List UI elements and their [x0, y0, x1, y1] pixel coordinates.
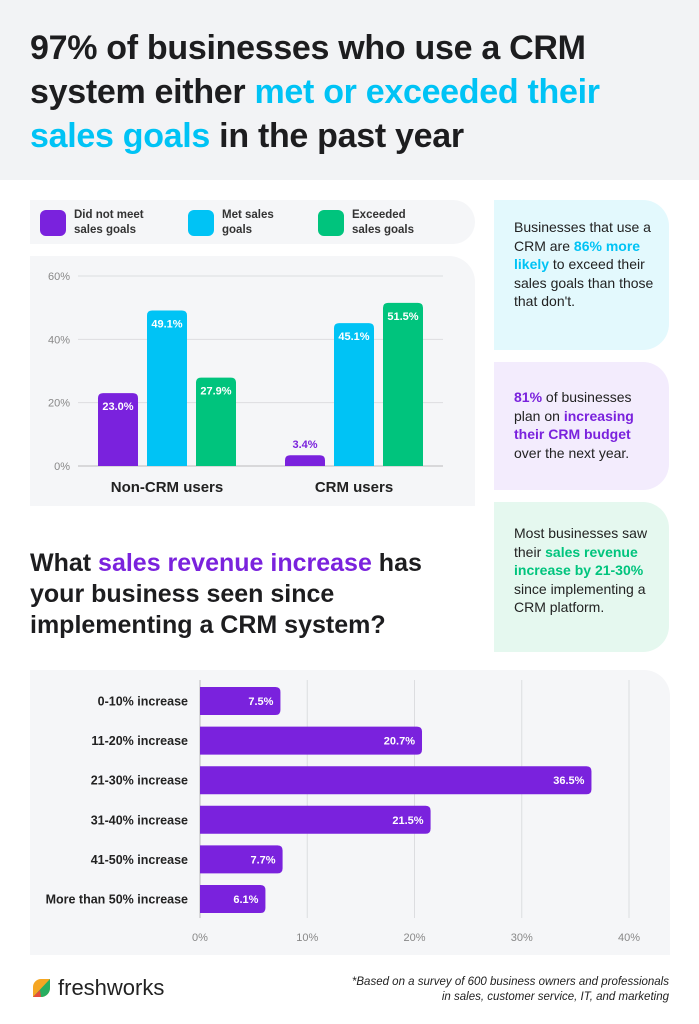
bar: [200, 805, 431, 834]
y-category-label: 21-30% increase: [91, 774, 188, 788]
stat-card-budget: 81% of businesses plan on increasing the…: [494, 362, 669, 490]
bar-value-label: 3.4%: [292, 439, 317, 451]
x-tick-label: 30%: [511, 932, 533, 944]
x-category-label: CRM users: [315, 479, 393, 496]
card-text: over the next year.: [514, 444, 630, 461]
question-text: What: [30, 549, 99, 577]
title-text-end: in the past year: [210, 117, 464, 155]
footnote-line: in sales, customer service, IT, and mark…: [441, 991, 669, 1003]
stat-card-crm-likely: Businesses that use a CRM are 86% more l…: [494, 200, 669, 350]
footnote: *Based on a survey of 600 business owner…: [352, 975, 669, 1005]
bar-value-label: 36.5%: [553, 775, 584, 787]
title-text: 97% of businesses who use a CRM system e…: [30, 29, 586, 111]
section-question: What sales revenue increase has your bus…: [30, 548, 470, 641]
bar: [200, 687, 281, 715]
bar: [285, 455, 325, 466]
legend-label: Met sales goals: [222, 209, 274, 236]
x-category-label: Non-CRM users: [111, 479, 224, 496]
footnote-line: *Based on a survey of 600 business owner…: [351, 976, 669, 988]
bar-value-label: 51.5%: [387, 311, 418, 323]
question-highlight: sales revenue increase: [98, 549, 372, 577]
card-text: of businesses plan on: [514, 389, 632, 424]
y-tick-label: 40%: [48, 334, 70, 346]
x-tick-label: 40%: [618, 932, 640, 944]
x-tick-label: 0%: [192, 932, 208, 944]
title-highlight: met or exceeded their sales goals: [30, 73, 600, 155]
legend-label: Exceeded sales goals: [352, 209, 415, 236]
card-highlight: 86% more likely: [514, 237, 641, 273]
card-text: since implementing a CRM platform.: [514, 580, 646, 616]
freshworks-logo-icon: [33, 979, 50, 997]
y-tick-label: 60%: [48, 271, 70, 283]
bar-value-label: 6.1%: [233, 894, 258, 906]
bar-value-label: 20.7%: [384, 736, 415, 748]
column-chart: 0% 20% 40% 60% 23.0% 49.1% 27.9% Non-CRM users 3…: [30, 256, 475, 506]
card-text: Most businesses saw their: [514, 525, 648, 560]
bar: [200, 845, 283, 874]
legend-label: Did not meet sales goals: [74, 209, 144, 236]
chart-legend: Did not meet sales goals Met sales goals…: [30, 200, 475, 244]
y-category-label: More than 50% increase: [46, 893, 188, 907]
legend-item: Exceeded sales goals: [318, 208, 427, 238]
y-category-label: 0-10% increase: [98, 695, 188, 709]
question-text: has your business seen since implementin…: [30, 549, 422, 639]
header: [0, 0, 699, 180]
legend-swatch: [188, 210, 214, 236]
bar: [200, 766, 592, 795]
bar-value-label: 45.1%: [338, 331, 369, 343]
card-highlight: 81%: [514, 389, 543, 405]
bar: [200, 885, 266, 913]
legend-item: Met sales goals: [188, 208, 287, 238]
x-tick-label: 10%: [296, 932, 318, 944]
bar: [98, 393, 138, 466]
y-category-label: 31-40% increase: [91, 813, 188, 827]
horizontal-bar-chart: 0% 10% 20% 30% 40% 7.5% 0-10% increase 20.7% 11-…: [30, 670, 670, 955]
bar: [200, 726, 423, 755]
legend-item: Did not meet sales goals: [40, 208, 154, 238]
bar-value-label: 23.0%: [102, 401, 133, 413]
page-title: 97% of businesses who use a CRM system e…: [30, 26, 670, 158]
y-tick-label: 0%: [54, 461, 70, 473]
y-tick-label: 20%: [48, 398, 70, 410]
bar: [196, 377, 236, 466]
logo-text: freshworks: [58, 975, 165, 1000]
bar-value-label: 27.9%: [200, 386, 231, 398]
freshworks-logo: freshworks: [30, 975, 164, 1001]
legend-swatch: [318, 210, 344, 236]
bar-value-label: 7.7%: [251, 854, 276, 866]
bar: [147, 310, 187, 466]
stat-card-revenue: Most businesses saw their sales revenue …: [494, 502, 669, 652]
bar: [334, 323, 374, 466]
card-text: to exceed their sales goals than those t…: [514, 256, 654, 309]
y-category-label: 11-20% increase: [91, 734, 188, 748]
bar-value-label: 7.5%: [248, 696, 273, 708]
card-text: Businesses that use a CRM are: [514, 219, 651, 254]
y-category-label: 41-50% increase: [91, 853, 188, 867]
card-highlight: sales revenue increase by 21-30%: [514, 543, 644, 579]
bar-value-label: 49.1%: [151, 319, 182, 331]
bar-value-label: 21.5%: [392, 815, 423, 827]
card-highlight: increasing their CRM budget: [514, 407, 634, 443]
legend-swatch: [40, 210, 66, 236]
bar: [383, 302, 423, 466]
x-tick-label: 20%: [403, 932, 425, 944]
